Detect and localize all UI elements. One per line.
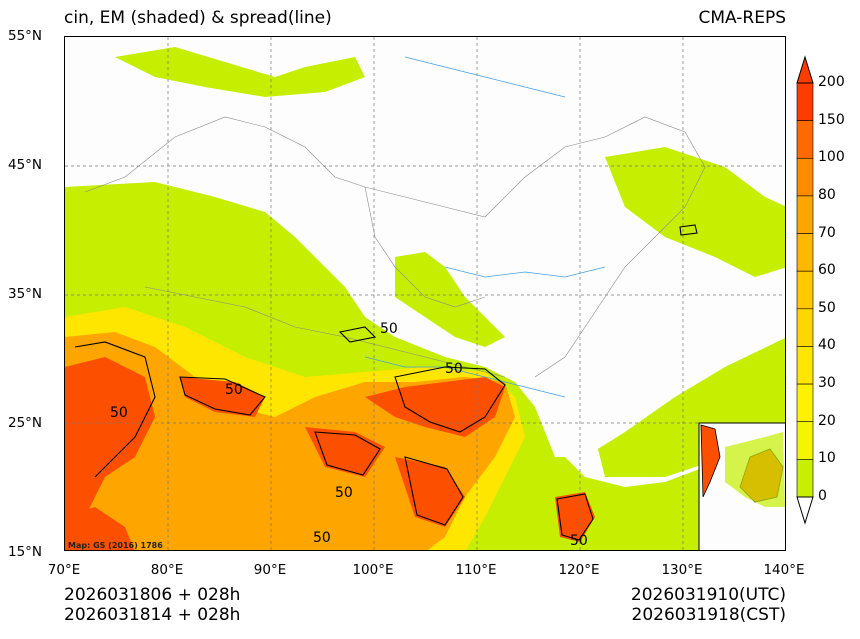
inset-map [698, 422, 785, 550]
chart-title: cin, EM (shaded) & spread(line) [64, 8, 332, 28]
contour-label: 50 [225, 382, 243, 398]
contour-label: 50 [445, 361, 463, 377]
lat-label-45: 45°N [8, 157, 43, 173]
contour-labels: 50 50 50 50 50 50 50 [110, 321, 588, 549]
lon-label-70: 70°E [47, 562, 81, 578]
map-canvas: 50 50 50 50 50 50 50 [65, 37, 785, 550]
lon-label-90: 90°E [253, 562, 287, 578]
valid-time-cst: 2026031918(CST) [631, 605, 786, 625]
map-credit: Map: GS (2016) 1786 [68, 541, 163, 550]
colorbar-tick-label: 80 [818, 186, 836, 203]
colorbar-segment [796, 233, 814, 272]
init-time-utc: 2026031806 + 028h [64, 585, 241, 605]
lat-label-35: 35°N [8, 286, 43, 302]
map-panel: 50 50 50 50 50 50 50 [64, 36, 786, 551]
shading-orange [65, 332, 515, 550]
lon-label-80: 80°E [150, 562, 184, 578]
colorbar-tick-label: 60 [818, 262, 836, 279]
colorbar-segment [796, 421, 814, 460]
gridlines [65, 37, 785, 550]
colorbar-segment [796, 346, 814, 385]
colorbar-segment [796, 195, 814, 234]
colorbar-tick-label: 100 [818, 149, 845, 166]
valid-time-utc: 2026031910(UTC) [630, 585, 786, 605]
colorbar-segment [796, 383, 814, 423]
colorbar-segment [796, 82, 814, 121]
lat-label-25: 25°N [8, 415, 43, 431]
colorbar-tick-label: 20 [818, 412, 836, 429]
colorbar-tick-label: 10 [818, 450, 836, 467]
colorbar [796, 55, 814, 525]
model-name: CMA-REPS [698, 8, 786, 28]
lon-label-100: 100°E [352, 562, 394, 578]
lon-label-110: 110°E [455, 562, 497, 578]
colorbar-segment [796, 308, 814, 347]
lon-label-140: 140°E [763, 562, 805, 578]
colorbar-tick-label: 40 [818, 337, 836, 354]
colorbar-tick-label: 200 [818, 74, 845, 90]
lon-label-130: 130°E [661, 562, 703, 578]
colorbar-bottom-arrow [796, 496, 814, 525]
colorbar-segment [796, 459, 814, 498]
contour-label: 50 [313, 530, 331, 546]
colorbar-segment [796, 157, 814, 197]
colorbar-tick-label: 70 [818, 224, 836, 241]
colorbar-tick-label: 0 [818, 488, 827, 504]
sea-area [535, 297, 785, 457]
contour-label: 50 [110, 405, 128, 421]
lon-label-120: 120°E [558, 562, 600, 578]
spread-contours [74, 224, 698, 541]
init-time-cst: 2026031814 + 028h [64, 605, 241, 625]
colorbar-tick-label: 150 [818, 111, 845, 128]
colorbar-segment [796, 270, 814, 310]
colorbar-tick-label: 50 [818, 299, 836, 316]
contour-label: 50 [570, 533, 588, 549]
colorbar-top-arrow [796, 55, 814, 84]
rivers [364, 56, 606, 398]
contour-label: 50 [335, 485, 353, 501]
colorbar-tick-label: 30 [818, 375, 836, 392]
lat-label-15: 15°N [8, 544, 43, 560]
colorbar-segment [796, 120, 814, 159]
lat-label-55: 55°N [8, 28, 43, 44]
contour-label: 50 [380, 321, 398, 337]
